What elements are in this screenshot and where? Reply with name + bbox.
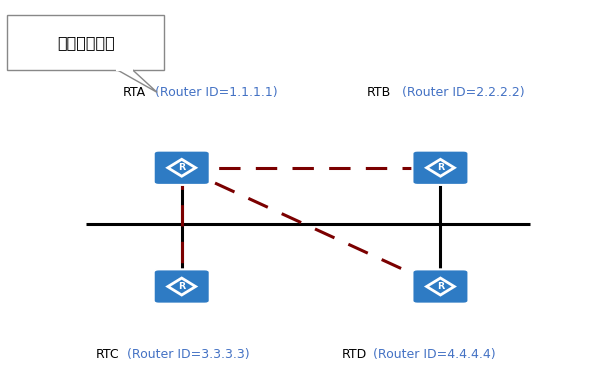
FancyBboxPatch shape [154, 269, 210, 304]
Text: R: R [437, 282, 444, 291]
Text: (Router ID=1.1.1.1): (Router ID=1.1.1.1) [147, 86, 277, 99]
Text: R: R [178, 163, 185, 172]
Text: 我有三个邻居: 我有三个邻居 [57, 35, 115, 50]
FancyBboxPatch shape [7, 15, 164, 70]
Text: RTD: RTD [342, 348, 367, 361]
Text: (Router ID=3.3.3.3): (Router ID=3.3.3.3) [119, 348, 249, 361]
Text: (Router ID=2.2.2.2): (Router ID=2.2.2.2) [390, 86, 525, 99]
Text: RTA: RTA [123, 86, 147, 99]
Text: R: R [178, 282, 185, 291]
Text: RTC: RTC [95, 348, 119, 361]
Text: R: R [437, 163, 444, 172]
Polygon shape [117, 70, 157, 92]
Text: RTB: RTB [367, 86, 391, 99]
FancyBboxPatch shape [154, 150, 210, 185]
Text: (Router ID=4.4.4.4): (Router ID=4.4.4.4) [365, 348, 496, 361]
FancyBboxPatch shape [413, 269, 468, 304]
FancyBboxPatch shape [413, 150, 468, 185]
